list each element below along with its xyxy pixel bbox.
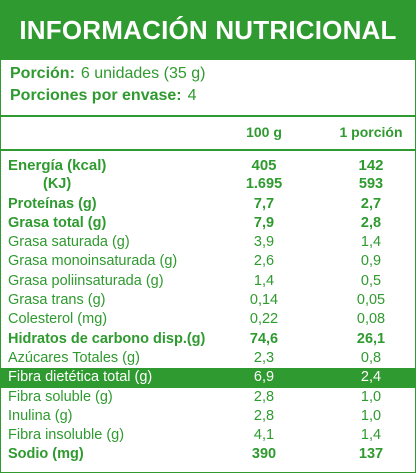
portion-line: Porción: 6 unidades (35 g) <box>10 63 410 85</box>
table-row: Fibra insoluble (g) 4,1 1,4 <box>1 426 415 445</box>
table-row-highlighted: Fibra dietética total (g) 6,9 2,4 <box>1 368 415 388</box>
column-header-100g: 100 g <box>246 124 282 140</box>
table-row: Azúcares Totales (g) 2,3 0,8 <box>1 349 415 368</box>
value-portion: 1,4 <box>360 427 382 444</box>
value-100g: 6,9 <box>253 369 275 386</box>
value-portion: 26,1 <box>356 330 386 347</box>
value-portion: 2,7 <box>360 195 382 212</box>
nutrient-name: Grasa total (g) <box>8 214 107 231</box>
per-package-label: Porciones por envase: <box>10 87 182 104</box>
value-portion: 0,8 <box>360 349 382 366</box>
nutrient-rows: Energía (kcal) 405 142 (KJ) 1.695 593 Pr… <box>1 156 415 465</box>
nutrient-name: (KJ) <box>43 176 72 193</box>
value-portion: 593 <box>358 176 384 193</box>
value-portion: 1,0 <box>360 407 382 424</box>
value-100g: 3,9 <box>253 234 275 251</box>
nutrient-name: Grasa trans (g) <box>8 292 106 309</box>
value-100g: 405 <box>251 157 277 174</box>
per-package-value: 4 <box>187 87 197 104</box>
value-portion: 0,08 <box>356 311 386 328</box>
table-row: Fibra soluble (g) 2,8 1,0 <box>1 388 415 407</box>
value-100g: 2,6 <box>253 253 275 270</box>
nutrient-name: Grasa saturada (g) <box>8 234 130 251</box>
value-portion: 0,5 <box>360 272 382 289</box>
value-portion: 137 <box>358 446 384 463</box>
nutrient-name: Energía (kcal) <box>8 157 107 174</box>
value-portion: 2,8 <box>360 214 382 231</box>
value-100g: 7,9 <box>253 214 275 231</box>
serving-info: Porción: 6 unidades (35 g) Porciones por … <box>10 63 410 107</box>
nutrient-name: Hidratos de carbono disp.(g) <box>8 330 206 347</box>
table-row: Grasa total (g) 7,9 2,8 <box>1 214 415 233</box>
value-100g: 0,22 <box>249 311 279 328</box>
table-row: Sodio (mg) 390 137 <box>1 445 415 464</box>
value-100g: 2,8 <box>253 407 275 424</box>
nutrient-name: Fibra insoluble (g) <box>8 427 125 444</box>
nutrient-name: Proteínas (g) <box>8 195 97 212</box>
value-100g: 2,8 <box>253 388 275 405</box>
table-row: Grasa trans (g) 0,14 0,05 <box>1 291 415 310</box>
value-portion: 1,0 <box>360 388 382 405</box>
nutrient-name: Azúcares Totales (g) <box>8 349 140 366</box>
nutrient-name: Inulina (g) <box>8 407 73 424</box>
nutrient-name: Grasa monoinsaturada (g) <box>8 253 178 270</box>
nutrient-name: Fibra soluble (g) <box>8 388 113 405</box>
value-portion: 142 <box>358 157 384 174</box>
value-100g: 0,14 <box>249 292 279 309</box>
per-package-line: Porciones por envase: 4 <box>10 85 410 107</box>
divider-header <box>1 149 415 151</box>
value-100g: 1.695 <box>245 176 283 193</box>
nutrient-name: Grasa poliinsaturada (g) <box>8 272 164 289</box>
table-row: Proteínas (g) 7,7 2,7 <box>1 195 415 214</box>
nutrient-name: Colesterol (mg) <box>8 311 108 328</box>
table-row: Grasa poliinsaturada (g) 1,4 0,5 <box>1 272 415 291</box>
table-row: Grasa saturada (g) 3,9 1,4 <box>1 233 415 252</box>
nutrient-name: Fibra dietética total (g) <box>8 369 153 386</box>
divider-top <box>1 115 415 117</box>
table-row: Grasa monoinsaturada (g) 2,6 0,9 <box>1 252 415 271</box>
table-row: (KJ) 1.695 593 <box>1 175 415 194</box>
table-row: Colesterol (mg) 0,22 0,08 <box>1 310 415 329</box>
portion-label: Porción: <box>10 65 75 82</box>
panel-title: INFORMACIÓN NUTRICIONAL <box>1 1 415 60</box>
value-100g: 1,4 <box>253 272 275 289</box>
value-100g: 7,7 <box>253 195 275 212</box>
portion-value: 6 unidades (35 g) <box>80 65 206 82</box>
value-100g: 390 <box>251 446 277 463</box>
value-100g: 4,1 <box>253 427 275 444</box>
table-row: Inulina (g) 2,8 1,0 <box>1 407 415 426</box>
value-portion: 2,4 <box>360 369 382 386</box>
value-100g: 74,6 <box>249 330 279 347</box>
table-row: Energía (kcal) 405 142 <box>1 156 415 175</box>
value-portion: 0,9 <box>360 253 382 270</box>
column-header-portion: 1 porción <box>339 124 403 140</box>
value-100g: 2,3 <box>253 349 275 366</box>
value-portion: 0,05 <box>356 292 386 309</box>
value-portion: 1,4 <box>360 234 382 251</box>
table-row: Hidratos de carbono disp.(g) 74,6 26,1 <box>1 330 415 349</box>
nutrient-name: Sodio (mg) <box>8 446 84 463</box>
